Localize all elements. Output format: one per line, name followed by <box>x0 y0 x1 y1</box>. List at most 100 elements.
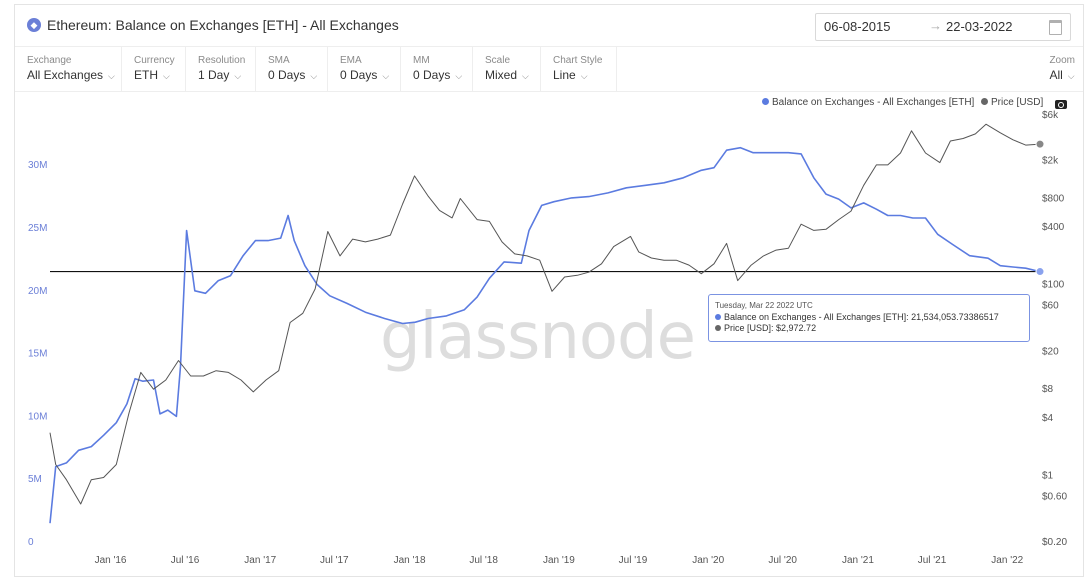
y-right-tick-label: $400 <box>1042 222 1065 233</box>
y-right-tick-label: $2k <box>1042 156 1059 167</box>
chart-header: ◆ Ethereum: Balance on Exchanges [ETH] -… <box>15 5 1083 45</box>
chart-title: Ethereum: Balance on Exchanges [ETH] - A… <box>47 17 399 33</box>
balance-series-line <box>49 146 1041 524</box>
y-left-tick-label: 25M <box>28 223 47 234</box>
tooltip-balance-value: 21,534,053.73386517 <box>911 312 999 322</box>
exchange-select[interactable]: Exchange All Exchanges ⌵ <box>15 47 122 91</box>
tooltip-price-value: $2,972.72 <box>776 323 817 333</box>
legend-item-price[interactable]: Price [USD] <box>981 97 1043 108</box>
control-value: Mixed <box>485 68 518 82</box>
date-range-picker[interactable]: 06-08-2015 → 22-03-2022 <box>815 13 1071 41</box>
chevron-down-icon: ⌵ <box>108 71 115 81</box>
chevron-down-icon: ⌵ <box>522 71 529 81</box>
y-left-tick-label: 10M <box>28 411 47 422</box>
tooltip-price: Price [USD]: $2,972.72 <box>715 323 816 333</box>
legend-dot <box>762 98 769 105</box>
zoom-value: All <box>1049 68 1063 82</box>
chevron-down-icon: ⌵ <box>310 71 318 81</box>
y-right-tick-label: $4 <box>1042 413 1054 424</box>
control-value: 0 Days <box>340 68 378 82</box>
zoom-label: Zoom <box>1049 55 1075 66</box>
tooltip-dot <box>715 325 721 331</box>
y-right-tick-label: $1 <box>1042 470 1054 481</box>
control-value: ETH <box>134 68 158 82</box>
x-tick-label: Jan '18 <box>394 555 426 566</box>
tooltip-price-label: Price [USD]: <box>724 323 774 333</box>
x-tick-label: Jan '22 <box>991 555 1023 566</box>
x-tick-label: Jul '18 <box>469 555 498 566</box>
tooltip-dot <box>715 314 721 320</box>
chevron-down-icon: ⌵ <box>234 71 242 81</box>
y-left-tick-label: 5M <box>28 474 42 485</box>
mm-select[interactable]: MM 0 Days ⌵ <box>401 47 473 91</box>
control-label: Exchange <box>27 55 72 66</box>
date-to-input[interactable]: 22-03-2022 <box>946 19 1013 34</box>
sma-select[interactable]: SMA 0 Days ⌵ <box>256 47 328 91</box>
chart-style-select[interactable]: Chart Style Line ⌵ <box>541 47 617 91</box>
legend-label: Price [USD] <box>991 97 1044 108</box>
balance-marker <box>1035 267 1045 277</box>
x-tick-label: Jul '20 <box>768 555 797 566</box>
camera-icon[interactable] <box>1055 100 1067 109</box>
arrow-right-icon: → <box>929 18 942 33</box>
y-left-tick-label: 0 <box>28 537 34 548</box>
control-label: Currency <box>134 55 175 66</box>
y-right-tick-label: $800 <box>1042 193 1065 204</box>
y-right-tick-label: $100 <box>1042 280 1065 291</box>
control-label: MM <box>413 55 430 66</box>
control-label: Chart Style <box>553 55 603 66</box>
y-right-tick-label: $0.20 <box>1042 537 1067 548</box>
ethereum-icon: ◆ <box>27 18 41 32</box>
control-label: EMA <box>340 55 362 66</box>
resolution-select[interactable]: Resolution 1 Day ⌵ <box>186 47 256 91</box>
scale-select[interactable]: Scale Mixed ⌵ <box>473 47 541 91</box>
control-label: SMA <box>268 55 290 66</box>
x-tick-label: Jan '16 <box>95 555 127 566</box>
chart-card: ◆ Ethereum: Balance on Exchanges [ETH] -… <box>14 4 1084 577</box>
y-right-tick-label: $8 <box>1042 384 1054 395</box>
x-tick-label: Jul '17 <box>320 555 349 566</box>
y-left-tick-label: 20M <box>28 286 47 297</box>
legend-item-balance[interactable]: Balance on Exchanges - All Exchanges [ET… <box>762 97 974 108</box>
y-left-tick-label: 30M <box>28 160 47 171</box>
control-value: All Exchanges <box>27 68 104 82</box>
chevron-down-icon: ⌵ <box>455 71 463 81</box>
y-left-tick-label: 15M <box>28 349 47 360</box>
ema-select[interactable]: EMA 0 Days ⌵ <box>328 47 401 91</box>
chevron-down-icon: ⌵ <box>163 71 170 81</box>
y-right-tick-label: $20 <box>1042 346 1059 357</box>
date-from-input[interactable]: 06-08-2015 <box>824 19 891 34</box>
x-tick-label: Jul '16 <box>171 555 200 566</box>
chevron-down-icon: ⌵ <box>580 71 588 81</box>
zoom-select[interactable]: Zoom All ⌵ <box>1049 47 1075 82</box>
chart-tooltip: Tuesday, Mar 22 2022 UTC Balance on Exch… <box>708 294 1030 342</box>
glassnode-watermark: glassnode <box>380 300 696 374</box>
price-series-line <box>49 123 1041 505</box>
y-right-tick-label: $60 <box>1042 301 1059 312</box>
control-label: Resolution <box>198 55 246 66</box>
control-value: Line <box>553 68 576 82</box>
currency-select[interactable]: Currency ETH ⌵ <box>122 47 186 91</box>
y-right-tick-label: $6k <box>1042 110 1059 121</box>
legend-label: Balance on Exchanges - All Exchanges [ET… <box>772 97 975 108</box>
tooltip-balance-label: Balance on Exchanges - All Exchanges [ET… <box>724 312 909 322</box>
chart-controls: Exchange All Exchanges ⌵ Currency ETH ⌵ Re… <box>15 46 1083 92</box>
chevron-down-icon: ⌵ <box>382 71 390 81</box>
chevron-down-icon: ⌵ <box>1067 71 1075 81</box>
control-value: 0 Days <box>268 68 306 82</box>
price-marker <box>1035 139 1045 149</box>
tooltip-balance: Balance on Exchanges - All Exchanges [ET… <box>715 312 999 322</box>
x-tick-label: Jul '19 <box>619 555 648 566</box>
control-value: 0 Days <box>413 68 451 82</box>
x-tick-label: Jan '19 <box>543 555 575 566</box>
tooltip-date: Tuesday, Mar 22 2022 UTC <box>715 301 813 310</box>
x-tick-label: Jan '21 <box>842 555 874 566</box>
x-tick-label: Jan '17 <box>244 555 276 566</box>
x-tick-label: Jan '20 <box>692 555 724 566</box>
y-right-tick-label: $0.60 <box>1042 491 1067 502</box>
calendar-icon[interactable] <box>1049 20 1062 35</box>
control-label: Scale <box>485 55 511 66</box>
control-value: 1 Day <box>198 68 230 82</box>
x-tick-label: Jul '21 <box>918 555 947 566</box>
